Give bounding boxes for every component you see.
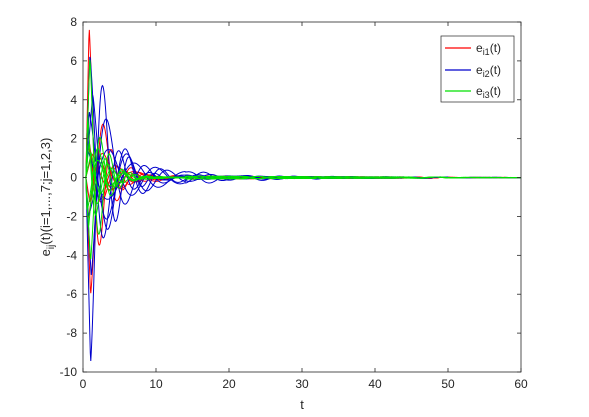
y-axis-title: eij(t)(i=1,...,7;j=1,2,3) (38, 138, 57, 257)
y-tick-label: -4 (66, 248, 77, 262)
legend-entry-e-i3: ei3(t) (476, 84, 501, 100)
series-line-i3-curve-7 (83, 151, 521, 195)
y-tick-label: -6 (66, 287, 77, 301)
x-tick-label: 20 (222, 377, 236, 391)
y-tick-label: 4 (70, 93, 77, 107)
x-tick-label: 50 (441, 377, 455, 391)
y-tick-label: -2 (66, 209, 77, 223)
y-axis-title-subscript: ij (46, 245, 57, 249)
y-tick-label: 6 (70, 54, 77, 68)
y-tick-label: -8 (66, 326, 77, 340)
x-axis: 0 10 20 30 40 50 60 (80, 22, 528, 391)
y-axis-title-main: e (38, 249, 53, 256)
legend-entry-e-i1: ei1(t) (476, 41, 501, 57)
x-tick-label: 30 (295, 377, 309, 391)
y-axis: -10 -8 -6 -4 -2 0 2 4 6 8 (60, 15, 521, 379)
x-tick-label: 60 (514, 377, 528, 391)
y-tick-label: 0 (70, 171, 77, 185)
x-tick-label: 10 (149, 377, 163, 391)
y-axis-title-tail: (t)(i=1,...,7;j=1,2,3) (38, 138, 53, 245)
series-layer (83, 29, 521, 361)
y-tick-label: 8 (70, 15, 77, 29)
y-tick-label: -10 (60, 365, 78, 379)
legend-entry-e-i2: ei2(t) (476, 63, 501, 79)
x-axis-title: t (300, 397, 304, 412)
y-tick-label: 2 (70, 132, 77, 146)
legend: ei1(t) ei2(t) ei3(t) (440, 35, 515, 103)
x-tick-label: 0 (80, 377, 87, 391)
x-tick-label: 40 (368, 377, 382, 391)
